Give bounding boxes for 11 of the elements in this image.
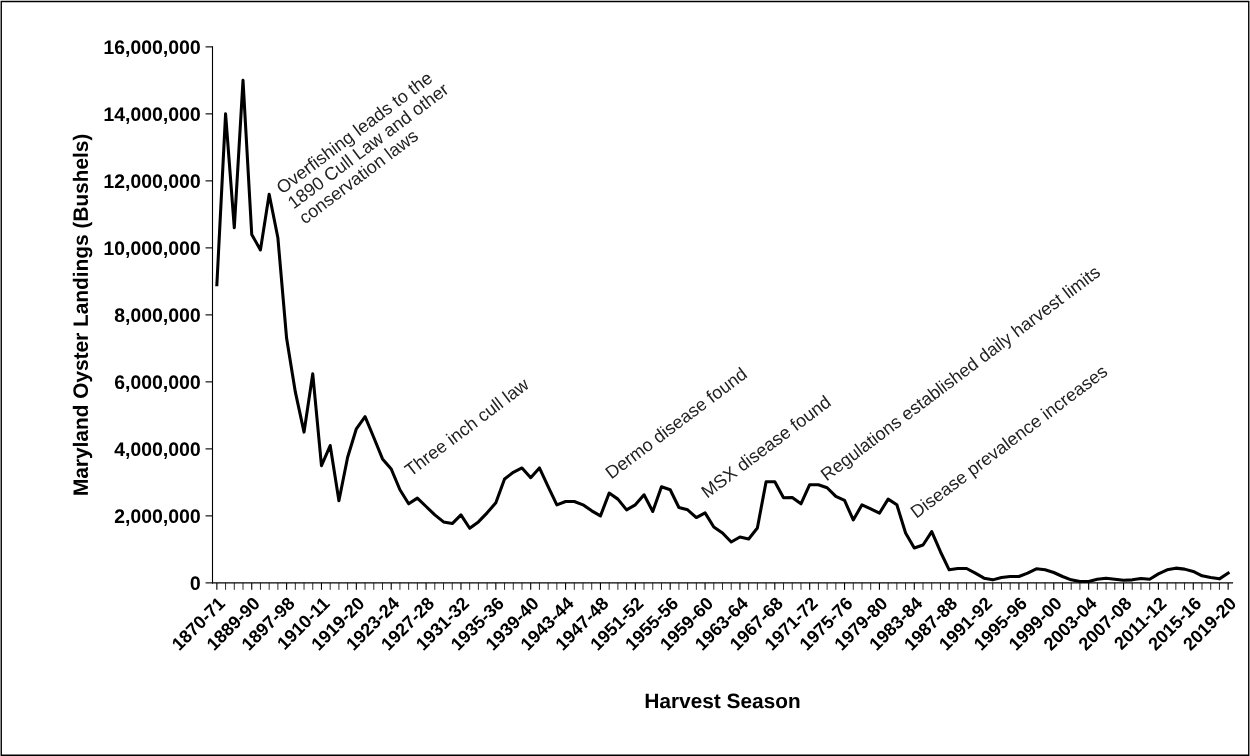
y-axis-title: Maryland Oyster Landings (Bushels) — [72, 134, 93, 495]
y-tick-label: 12,000,000 — [104, 174, 200, 191]
x-axis-title: Harvest Season — [645, 693, 800, 709]
y-tick-label: 16,000,000 — [104, 40, 200, 57]
y-tick-label: 10,000,000 — [104, 241, 200, 258]
y-tick-label: 4,000,000 — [114, 442, 200, 459]
y-tick-label: 14,000,000 — [104, 107, 200, 124]
y-tick-label: 0 — [190, 576, 200, 591]
y-tick-label: 8,000,000 — [114, 308, 200, 325]
y-tick-label: 6,000,000 — [114, 375, 200, 392]
y-tick-label: 2,000,000 — [114, 509, 200, 526]
